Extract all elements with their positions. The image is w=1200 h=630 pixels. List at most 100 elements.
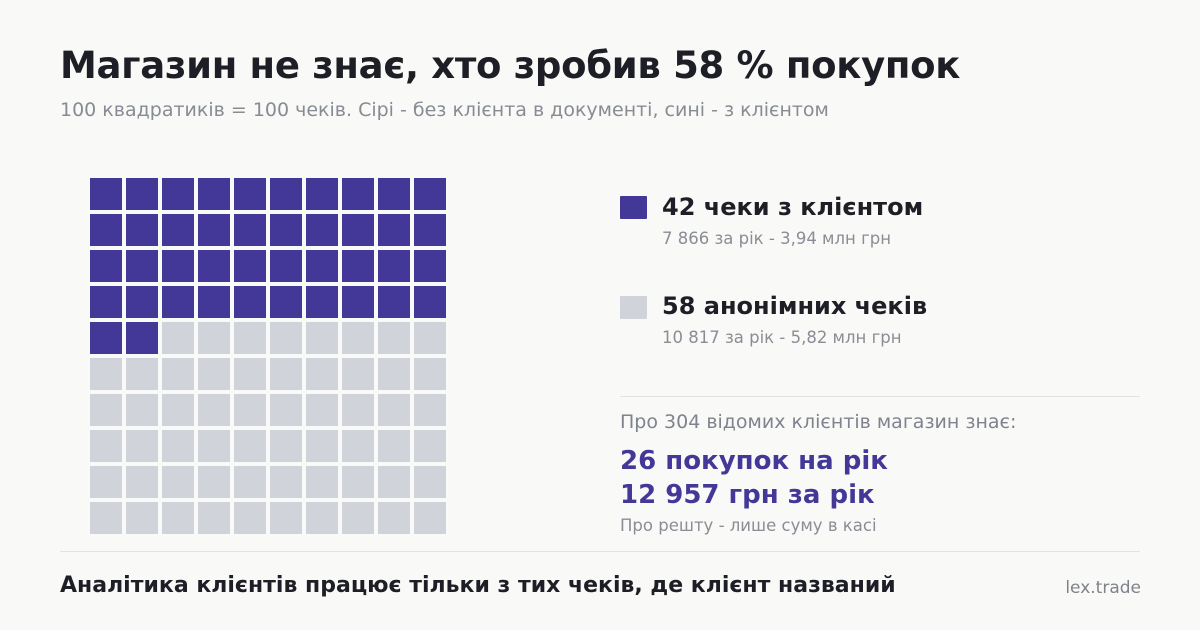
waffle-cell-anonymous	[162, 502, 194, 534]
waffle-cell-anonymous	[162, 322, 194, 354]
waffle-cell-anonymous	[414, 394, 446, 426]
waffle-cell-anonymous	[306, 430, 338, 462]
waffle-cell-anonymous	[198, 394, 230, 426]
waffle-cell-with-client	[342, 286, 374, 318]
waffle-cell-anonymous	[270, 322, 302, 354]
waffle-cell-with-client	[342, 250, 374, 282]
waffle-cell-anonymous	[414, 322, 446, 354]
waffle-cell-anonymous	[90, 466, 122, 498]
waffle-cell-anonymous	[306, 394, 338, 426]
waffle-cell-with-client	[198, 178, 230, 210]
waffle-cell-anonymous	[342, 322, 374, 354]
waffle-cell-with-client	[414, 214, 446, 246]
waffle-cell-anonymous	[270, 430, 302, 462]
purchases-per-year-stat: 26 покупок на рік	[620, 446, 888, 476]
waffle-cell-anonymous	[162, 358, 194, 390]
waffle-cell-anonymous	[378, 466, 410, 498]
waffle-cell-anonymous	[378, 394, 410, 426]
waffle-cell-anonymous	[126, 502, 158, 534]
waffle-cell-anonymous	[378, 322, 410, 354]
waffle-cell-anonymous	[198, 322, 230, 354]
waffle-cell-anonymous	[90, 394, 122, 426]
waffle-cell-with-client	[198, 214, 230, 246]
waffle-cell-anonymous	[90, 430, 122, 462]
known-clients-intro: Про 304 відомих клієнтів магазин знає:	[620, 411, 1017, 433]
waffle-cell-anonymous	[90, 358, 122, 390]
waffle-cell-anonymous	[342, 430, 374, 462]
waffle-cell-with-client	[126, 214, 158, 246]
waffle-cell-anonymous	[342, 358, 374, 390]
waffle-cell-with-client	[162, 286, 194, 318]
waffle-cell-anonymous	[414, 466, 446, 498]
waffle-cell-with-client	[414, 178, 446, 210]
waffle-cell-anonymous	[414, 430, 446, 462]
waffle-cell-anonymous	[126, 358, 158, 390]
footer-message: Аналітика клієнтів працює тільки з тих ч…	[60, 573, 896, 598]
waffle-cell-with-client	[90, 286, 122, 318]
waffle-cell-anonymous	[126, 466, 158, 498]
legend-detail-anonymous: 10 817 за рік - 5,82 млн грн	[662, 328, 902, 347]
waffle-cell-anonymous	[306, 358, 338, 390]
waffle-cell-anonymous	[306, 322, 338, 354]
waffle-cell-anonymous	[90, 502, 122, 534]
brand-label: lex.trade	[1065, 578, 1141, 598]
waffle-cell-anonymous	[198, 502, 230, 534]
waffle-cell-with-client	[414, 250, 446, 282]
waffle-cell-with-client	[126, 178, 158, 210]
waffle-cell-with-client	[90, 214, 122, 246]
waffle-cell-with-client	[234, 286, 266, 318]
waffle-cell-anonymous	[126, 394, 158, 426]
waffle-cell-anonymous	[270, 358, 302, 390]
page-subtitle: 100 квадратиків = 100 чеків. Сірі - без …	[60, 99, 829, 121]
waffle-cell-with-client	[234, 178, 266, 210]
waffle-cell-with-client	[162, 214, 194, 246]
waffle-cell-anonymous	[234, 322, 266, 354]
waffle-cell-anonymous	[198, 430, 230, 462]
waffle-cell-anonymous	[162, 394, 194, 426]
waffle-cell-anonymous	[378, 502, 410, 534]
waffle-cell-with-client	[198, 286, 230, 318]
waffle-cell-with-client	[90, 322, 122, 354]
waffle-cell-with-client	[342, 214, 374, 246]
waffle-cell-anonymous	[234, 466, 266, 498]
waffle-cell-with-client	[126, 322, 158, 354]
waffle-cell-with-client	[270, 250, 302, 282]
waffle-cell-anonymous	[306, 502, 338, 534]
waffle-cell-with-client	[270, 286, 302, 318]
waffle-cell-anonymous	[414, 358, 446, 390]
waffle-cell-with-client	[378, 178, 410, 210]
waffle-cell-anonymous	[198, 466, 230, 498]
waffle-cell-with-client	[270, 178, 302, 210]
waffle-cell-anonymous	[162, 466, 194, 498]
revenue-per-year-stat: 12 957 грн за рік	[620, 480, 875, 510]
waffle-cell-with-client	[270, 214, 302, 246]
waffle-cell-anonymous	[342, 466, 374, 498]
waffle-cell-anonymous	[342, 394, 374, 426]
waffle-cell-with-client	[306, 250, 338, 282]
waffle-cell-with-client	[414, 286, 446, 318]
waffle-cell-with-client	[126, 250, 158, 282]
waffle-cell-anonymous	[270, 466, 302, 498]
waffle-cell-anonymous	[234, 394, 266, 426]
legend-label-anonymous: 58 анонімних чеків	[662, 292, 928, 320]
waffle-cell-with-client	[198, 250, 230, 282]
legend-swatch-with-client	[620, 196, 647, 219]
waffle-cell-with-client	[342, 178, 374, 210]
waffle-cell-anonymous	[270, 394, 302, 426]
legend-detail-with-client: 7 866 за рік - 3,94 млн грн	[662, 229, 892, 248]
waffle-cell-with-client	[90, 250, 122, 282]
waffle-cell-with-client	[90, 178, 122, 210]
waffle-cell-with-client	[306, 178, 338, 210]
waffle-cell-anonymous	[306, 466, 338, 498]
legend-swatch-anonymous	[620, 296, 647, 319]
waffle-cell-with-client	[234, 250, 266, 282]
waffle-cell-with-client	[378, 214, 410, 246]
footer-divider	[60, 551, 1140, 552]
waffle-cell-anonymous	[234, 502, 266, 534]
waffle-cell-anonymous	[126, 430, 158, 462]
known-clients-note: Про решту - лише суму в касі	[620, 516, 877, 535]
waffle-cell-anonymous	[270, 502, 302, 534]
section-divider	[620, 396, 1140, 397]
waffle-cell-with-client	[162, 250, 194, 282]
waffle-cell-with-client	[306, 286, 338, 318]
